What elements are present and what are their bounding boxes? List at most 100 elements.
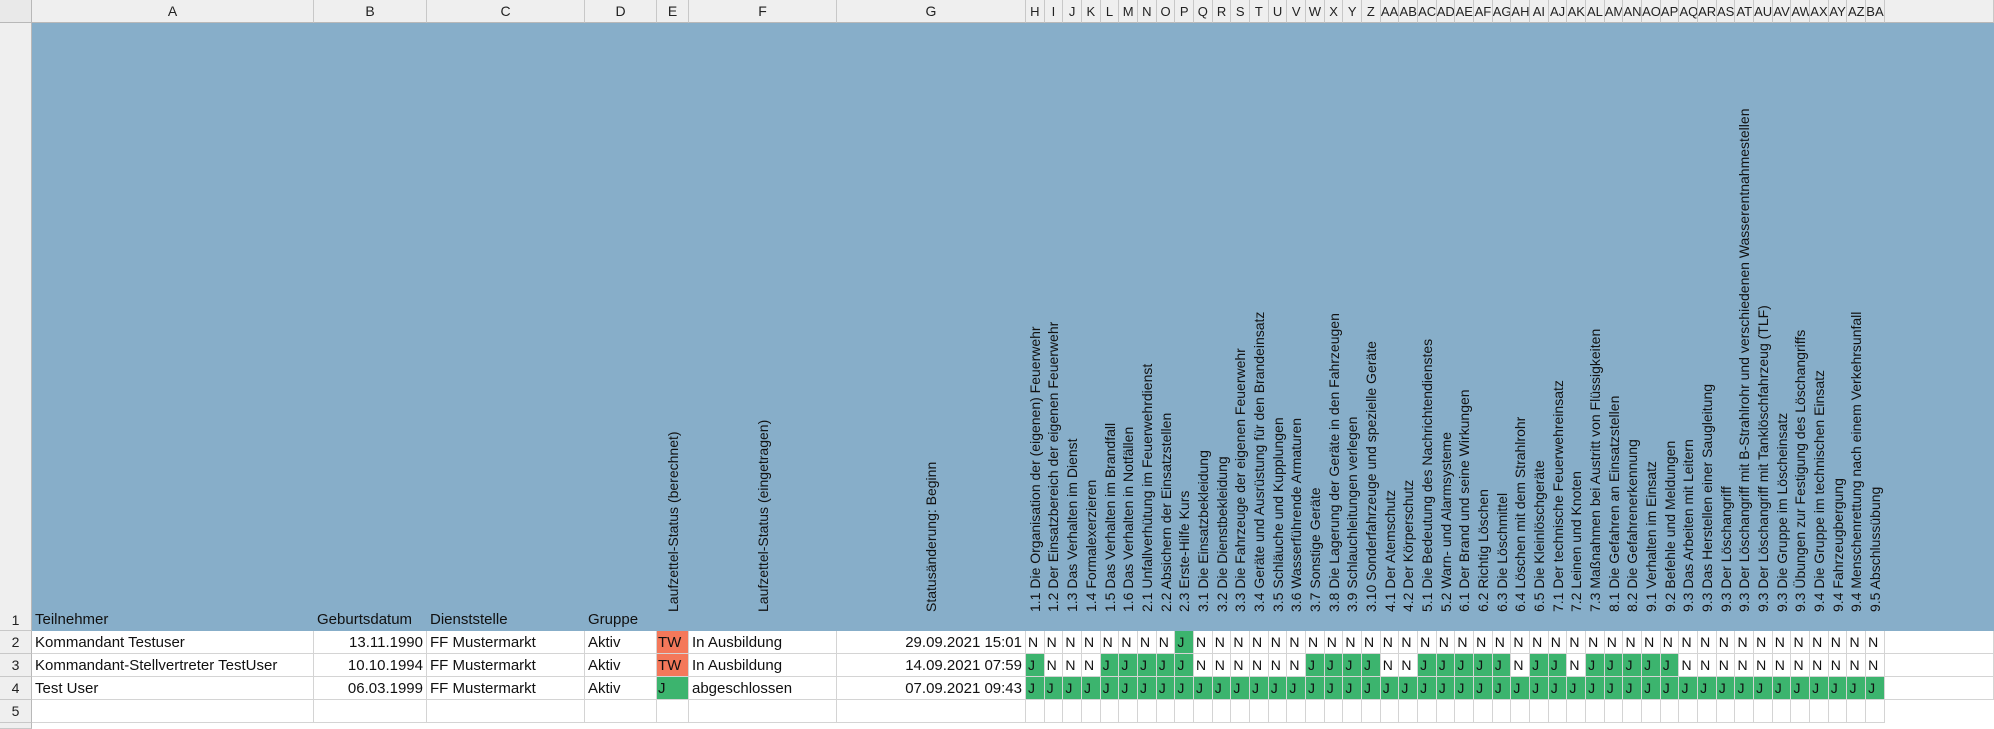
- cell-module-ab[interactable]: J: [1399, 677, 1419, 700]
- header-cell-ab[interactable]: 4.2 Der Körperschutz: [1399, 23, 1419, 631]
- cell-module-at[interactable]: J: [1735, 677, 1755, 700]
- header-cell-ak[interactable]: 7.2 Leinen und Knoten: [1567, 23, 1587, 631]
- row-header-1[interactable]: 1: [0, 23, 32, 631]
- cell-module-s[interactable]: N: [1231, 631, 1251, 654]
- column-header-ap[interactable]: AP: [1660, 0, 1680, 23]
- header-cell-w[interactable]: 3.7 Sonstige Geräte: [1306, 23, 1325, 631]
- cell-status-berechnet[interactable]: TW: [657, 654, 689, 677]
- header-cell-z[interactable]: 3.10 Sonderfahrzeuge und spezielle Gerät…: [1362, 23, 1381, 631]
- cell-module-s[interactable]: N: [1231, 654, 1251, 677]
- header-cell-r[interactable]: 3.2 Die Dienstbekleidung: [1212, 23, 1232, 631]
- cell-status-eingetragen[interactable]: abgeschlossen: [689, 677, 837, 700]
- cell-module-ah[interactable]: N: [1511, 654, 1531, 677]
- cell-module-aw[interactable]: N: [1791, 654, 1811, 677]
- cell-module-n[interactable]: J: [1138, 677, 1157, 700]
- column-header-k[interactable]: K: [1082, 0, 1101, 23]
- cell-module-ab[interactable]: N: [1399, 654, 1419, 677]
- column-header-g[interactable]: G: [837, 0, 1026, 23]
- header-cell-a[interactable]: Teilnehmer: [32, 23, 314, 631]
- cell-module-ac[interactable]: N: [1418, 631, 1437, 654]
- cell-module-y[interactable]: J: [1343, 677, 1363, 700]
- cell-module-as[interactable]: N: [1716, 654, 1736, 677]
- empty-cell-t[interactable]: [1250, 700, 1269, 723]
- cell-module-v[interactable]: N: [1287, 631, 1307, 654]
- empty-cell-g[interactable]: [837, 700, 1026, 723]
- cell-module-ap[interactable]: J: [1660, 654, 1680, 677]
- empty-cell-aa[interactable]: [1380, 700, 1400, 723]
- cell-module-n[interactable]: N: [1138, 631, 1157, 654]
- column-header-an[interactable]: AN: [1623, 0, 1643, 23]
- header-cell-az[interactable]: 9.4 Menschenrettung nach einem Verkehrsu…: [1847, 23, 1867, 631]
- row-header-2[interactable]: 2: [0, 631, 32, 654]
- empty-cell-y[interactable]: [1343, 700, 1363, 723]
- column-header-ax[interactable]: AX: [1810, 0, 1829, 23]
- cell-module-ba[interactable]: N: [1866, 631, 1885, 654]
- cell-module-o[interactable]: J: [1156, 654, 1176, 677]
- cell-geburtsdatum[interactable]: 06.03.1999: [314, 677, 427, 700]
- cell-module-ah[interactable]: J: [1511, 677, 1531, 700]
- column-header-av[interactable]: AV: [1772, 0, 1792, 23]
- cell-module-p[interactable]: J: [1175, 631, 1195, 654]
- cell-module-aq[interactable]: J: [1679, 677, 1699, 700]
- cell-module-w[interactable]: N: [1306, 631, 1325, 654]
- cell-module-z[interactable]: J: [1362, 654, 1381, 677]
- cell-module-h[interactable]: J: [1026, 677, 1045, 700]
- header-cell-e[interactable]: Laufzettel-Status (berechnet): [657, 23, 689, 631]
- column-header-ba[interactable]: BA: [1866, 0, 1885, 23]
- cell-module-l[interactable]: N: [1100, 631, 1120, 654]
- cell-status-berechnet[interactable]: J: [657, 677, 689, 700]
- header-cell-t[interactable]: 3.4 Geräte und Ausrüstung für den Brande…: [1250, 23, 1269, 631]
- cell-module-ax[interactable]: N: [1810, 654, 1829, 677]
- cell-geburtsdatum[interactable]: 13.11.1990: [314, 631, 427, 654]
- empty-cell-as[interactable]: [1716, 700, 1736, 723]
- cell-status-eingetragen[interactable]: In Ausbildung: [689, 631, 837, 654]
- cell-module-k[interactable]: J: [1082, 677, 1101, 700]
- empty-cell-ap[interactable]: [1660, 700, 1680, 723]
- cell-module-au[interactable]: N: [1754, 654, 1773, 677]
- header-cell-v[interactable]: 3.6 Wasserführende Armaturen: [1287, 23, 1307, 631]
- cell-module-ba[interactable]: J: [1866, 677, 1885, 700]
- cell-module-ao[interactable]: J: [1642, 677, 1661, 700]
- cell-module-l[interactable]: J: [1100, 654, 1120, 677]
- cell-module-y[interactable]: N: [1343, 631, 1363, 654]
- cell-module-v[interactable]: N: [1287, 654, 1307, 677]
- cell-module-ag[interactable]: J: [1492, 654, 1512, 677]
- cell-teilnehmer[interactable]: Test User: [32, 677, 314, 700]
- empty-cell-j[interactable]: [1063, 700, 1082, 723]
- column-header-a[interactable]: A: [32, 0, 314, 23]
- column-header-t[interactable]: T: [1250, 0, 1269, 23]
- empty-cell-ag[interactable]: [1492, 700, 1512, 723]
- cell-module-u[interactable]: N: [1268, 654, 1288, 677]
- header-cell-ao[interactable]: 9.1 Verhalten im Einsatz: [1642, 23, 1661, 631]
- cell-module-aw[interactable]: J: [1791, 677, 1811, 700]
- column-header-q[interactable]: Q: [1194, 0, 1213, 23]
- empty-cell-ax[interactable]: [1810, 700, 1829, 723]
- column-header-ar[interactable]: AR: [1698, 0, 1717, 23]
- header-cell-g[interactable]: Statusänderung: Beginn: [837, 23, 1026, 631]
- cell-module-k[interactable]: N: [1082, 654, 1101, 677]
- header-cell-ay[interactable]: 9.4 Fahrzeugbergung: [1828, 23, 1848, 631]
- cell-module-af[interactable]: J: [1474, 654, 1493, 677]
- column-header-m[interactable]: M: [1119, 0, 1138, 23]
- header-cell-d[interactable]: Gruppe: [585, 23, 657, 631]
- cell-statusaenderung[interactable]: 07.09.2021 09:43: [837, 677, 1026, 700]
- empty-cell-q[interactable]: [1194, 700, 1213, 723]
- cell-module-ai[interactable]: J: [1530, 677, 1549, 700]
- header-cell-k[interactable]: 1.4 Formalexerzieren: [1082, 23, 1101, 631]
- column-header-u[interactable]: U: [1268, 0, 1288, 23]
- cell-module-am[interactable]: J: [1604, 654, 1624, 677]
- empty-cell-z[interactable]: [1362, 700, 1381, 723]
- header-cell-x[interactable]: 3.8 Die Lagerung der Geräte in den Fahrz…: [1324, 23, 1344, 631]
- empty-cell-r[interactable]: [1212, 700, 1232, 723]
- empty-cell-e[interactable]: [657, 700, 689, 723]
- header-cell-af[interactable]: 6.2 Richtig Löschen: [1474, 23, 1493, 631]
- header-cell-ac[interactable]: 5.1 Die Bedeutung des Nachrichtendienste…: [1418, 23, 1437, 631]
- cell-module-as[interactable]: N: [1716, 631, 1736, 654]
- cell-module-z[interactable]: J: [1362, 677, 1381, 700]
- column-header-w[interactable]: W: [1306, 0, 1325, 23]
- column-header-aj[interactable]: AJ: [1548, 0, 1568, 23]
- cell-module-q[interactable]: N: [1194, 631, 1213, 654]
- cell-module-al[interactable]: N: [1586, 631, 1605, 654]
- cell-module-r[interactable]: N: [1212, 654, 1232, 677]
- cell-module-ao[interactable]: J: [1642, 654, 1661, 677]
